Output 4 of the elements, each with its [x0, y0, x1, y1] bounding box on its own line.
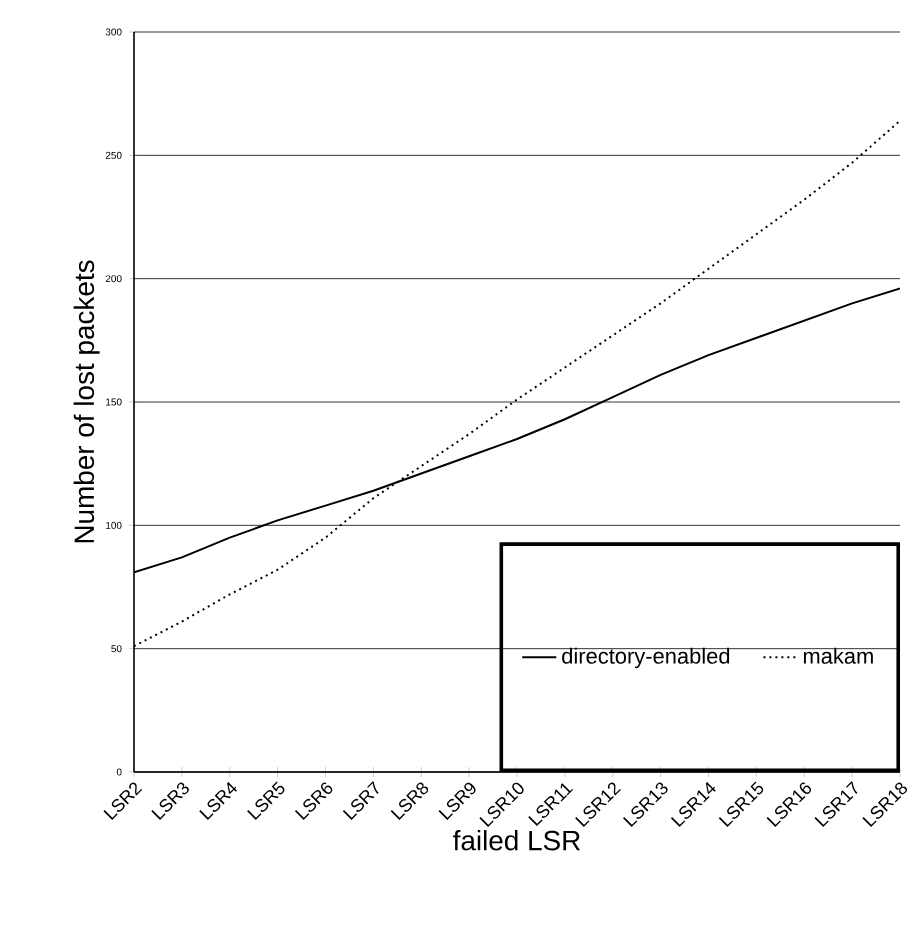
- x-axis-title: failed LSR: [453, 830, 581, 851]
- legend-label: makam: [803, 647, 873, 664]
- legend-label: directory-enabled: [562, 647, 730, 669]
- y-axis-title: Number of lost packets: [73, 260, 100, 543]
